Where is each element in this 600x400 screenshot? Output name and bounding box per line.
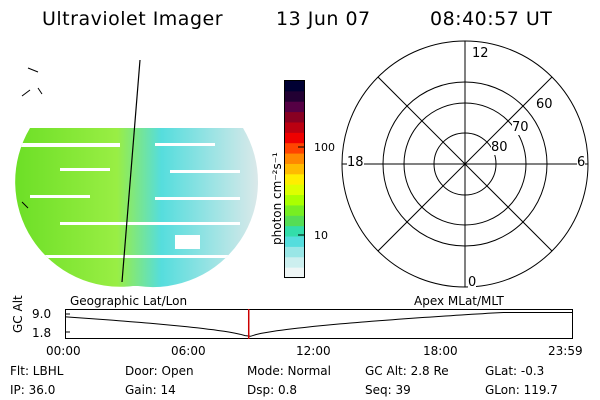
y-tick-top: 9.0 [32, 307, 52, 321]
colorbar-segment [285, 81, 304, 92]
geographic-image [15, 59, 258, 288]
mlt-label-0: 0 [468, 275, 477, 290]
x-tick-1800: 18:00 [423, 344, 458, 358]
mlt-label-6: 6 [577, 155, 586, 170]
mlat-label-60: 60 [536, 97, 553, 112]
colorbar-segment [285, 101, 304, 113]
colorbar-segment [285, 205, 304, 217]
x-tick-2359: 23:59 [548, 344, 583, 358]
mode-info: Mode: Normal [247, 364, 331, 378]
mlt-label-12: 12 [471, 46, 490, 61]
geographic-caption: Geographic Lat/Lon [70, 294, 188, 308]
colorbar-segment [285, 226, 304, 238]
gc-alt-info: GC Alt: 2.8 Re [365, 364, 449, 378]
colorbar-segment [285, 163, 304, 175]
colorbar-segment [285, 246, 304, 258]
mlat-label-70: 70 [512, 120, 529, 135]
time-label: 08:40:57 UT [430, 8, 553, 30]
colorbar-segment [285, 215, 304, 227]
mlt-label-18: 18 [347, 155, 364, 170]
x-tick-1200: 12:00 [296, 344, 331, 358]
timeline-axis-label: GC Alt [11, 295, 25, 333]
colorbar-tick-10: 10 [314, 229, 328, 242]
ip-info: IP: 36.0 [10, 383, 56, 397]
imager-title: Ultraviolet Imager [42, 8, 224, 30]
colorbar-segment [285, 153, 304, 165]
date-label: 13 Jun 07 [276, 8, 371, 30]
colorbar-segment [285, 122, 304, 134]
gain-info: Gain: 14 [125, 383, 176, 397]
polar-plot [341, 40, 589, 288]
glon-info: GLon: 119.7 [485, 383, 558, 397]
colorbar-segment [285, 174, 304, 186]
colorbar-segment [285, 143, 304, 155]
seq-info: Seq: 39 [365, 383, 411, 397]
color-scale-bar [284, 80, 305, 279]
colorbar-segment [285, 112, 304, 123]
door-info: Door: Open [125, 364, 194, 378]
colorbar-segment [285, 91, 304, 103]
colorbar-segment [285, 257, 304, 269]
colorbar-segment [285, 195, 304, 206]
dsp-info: Dsp: 0.8 [247, 383, 298, 397]
colorbar-segment [285, 267, 304, 279]
colorbar-segment [285, 132, 304, 144]
altitude-timeline [65, 309, 573, 339]
colorbar-tick-100: 100 [314, 141, 335, 154]
mlat-label-80: 80 [491, 140, 508, 155]
colorbar-unit-label: photon cm⁻²s⁻¹ [270, 152, 284, 245]
colorbar-segment [285, 236, 304, 248]
x-tick-0600: 06:00 [171, 344, 206, 358]
colorbar-segment [285, 184, 304, 196]
glat-info: GLat: -0.3 [485, 364, 545, 378]
polar-caption: Apex MLat/MLT [414, 294, 504, 308]
x-tick-0000: 00:00 [46, 344, 81, 358]
filter-info: Flt: LBHL [10, 364, 64, 378]
y-tick-bottom: 1.8 [32, 326, 52, 340]
